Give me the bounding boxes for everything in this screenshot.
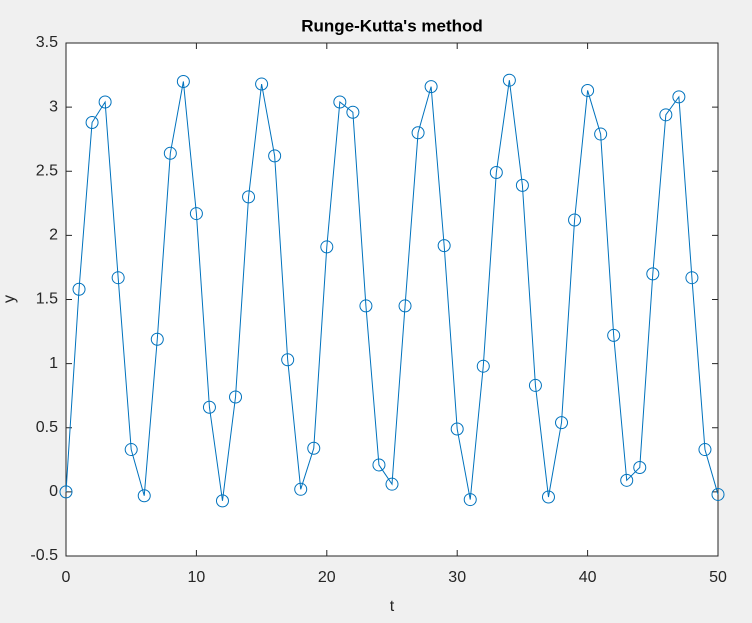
marker — [450, 422, 464, 436]
marker — [307, 441, 321, 455]
marker — [346, 105, 360, 119]
x-tick-label: 50 — [709, 569, 727, 586]
marker — [215, 494, 229, 508]
marker — [568, 213, 582, 227]
marker — [424, 80, 438, 94]
marker — [320, 240, 334, 254]
marker — [672, 90, 686, 104]
x-tick-label: 10 — [188, 569, 206, 586]
x-tick-label: 20 — [318, 569, 336, 586]
y-tick-label: -0.5 — [30, 547, 58, 564]
marker — [59, 485, 73, 499]
y-axis-label: y — [1, 295, 18, 303]
x-axis-label: t — [390, 598, 395, 615]
marker — [685, 271, 699, 285]
marker — [541, 490, 555, 504]
marker — [476, 359, 490, 373]
marker — [502, 73, 516, 87]
y-tick-label: 0.5 — [36, 419, 58, 436]
marker — [229, 390, 243, 404]
marker — [385, 477, 399, 491]
marker — [281, 353, 295, 367]
marker — [489, 166, 503, 180]
y-tick-label: 3.5 — [36, 34, 58, 51]
marker — [581, 83, 595, 97]
y-tick-label: 2 — [49, 227, 58, 244]
marker — [137, 489, 151, 503]
marker — [72, 282, 86, 296]
marker — [698, 443, 712, 457]
marker — [555, 416, 569, 430]
x-tick-label: 30 — [448, 569, 466, 586]
marker — [189, 207, 203, 221]
chart-title: Runge-Kutta's method — [301, 16, 483, 35]
marker — [124, 443, 138, 457]
marker — [711, 487, 725, 501]
marker — [294, 482, 308, 496]
marker — [202, 400, 216, 414]
marker — [255, 77, 269, 91]
marker — [372, 458, 386, 472]
marker — [176, 74, 190, 88]
marker — [359, 299, 373, 313]
marker — [594, 127, 608, 141]
x-tick-label: 0 — [62, 569, 71, 586]
marker — [150, 332, 164, 346]
marker — [268, 149, 282, 163]
marker — [463, 493, 477, 507]
y-tick-label: 0 — [49, 483, 58, 500]
marker — [111, 271, 125, 285]
y-tick-label: 1 — [49, 355, 58, 372]
marker — [528, 378, 542, 392]
marker — [633, 461, 647, 475]
marker — [411, 126, 425, 140]
marker — [333, 95, 347, 109]
marker — [515, 178, 529, 192]
marker — [242, 190, 256, 204]
marker — [437, 239, 451, 253]
marker — [659, 108, 673, 122]
marker — [646, 267, 660, 281]
y-tick-label: 2.5 — [36, 162, 58, 179]
x-tick-label: 40 — [579, 569, 597, 586]
marker — [620, 473, 634, 487]
marker — [163, 146, 177, 160]
marker — [85, 116, 99, 130]
marker — [398, 299, 412, 313]
marker — [98, 95, 112, 109]
series-line — [65, 80, 719, 501]
y-tick-label: 1.5 — [36, 291, 58, 308]
marker — [607, 328, 621, 342]
y-tick-label: 3 — [49, 98, 58, 115]
